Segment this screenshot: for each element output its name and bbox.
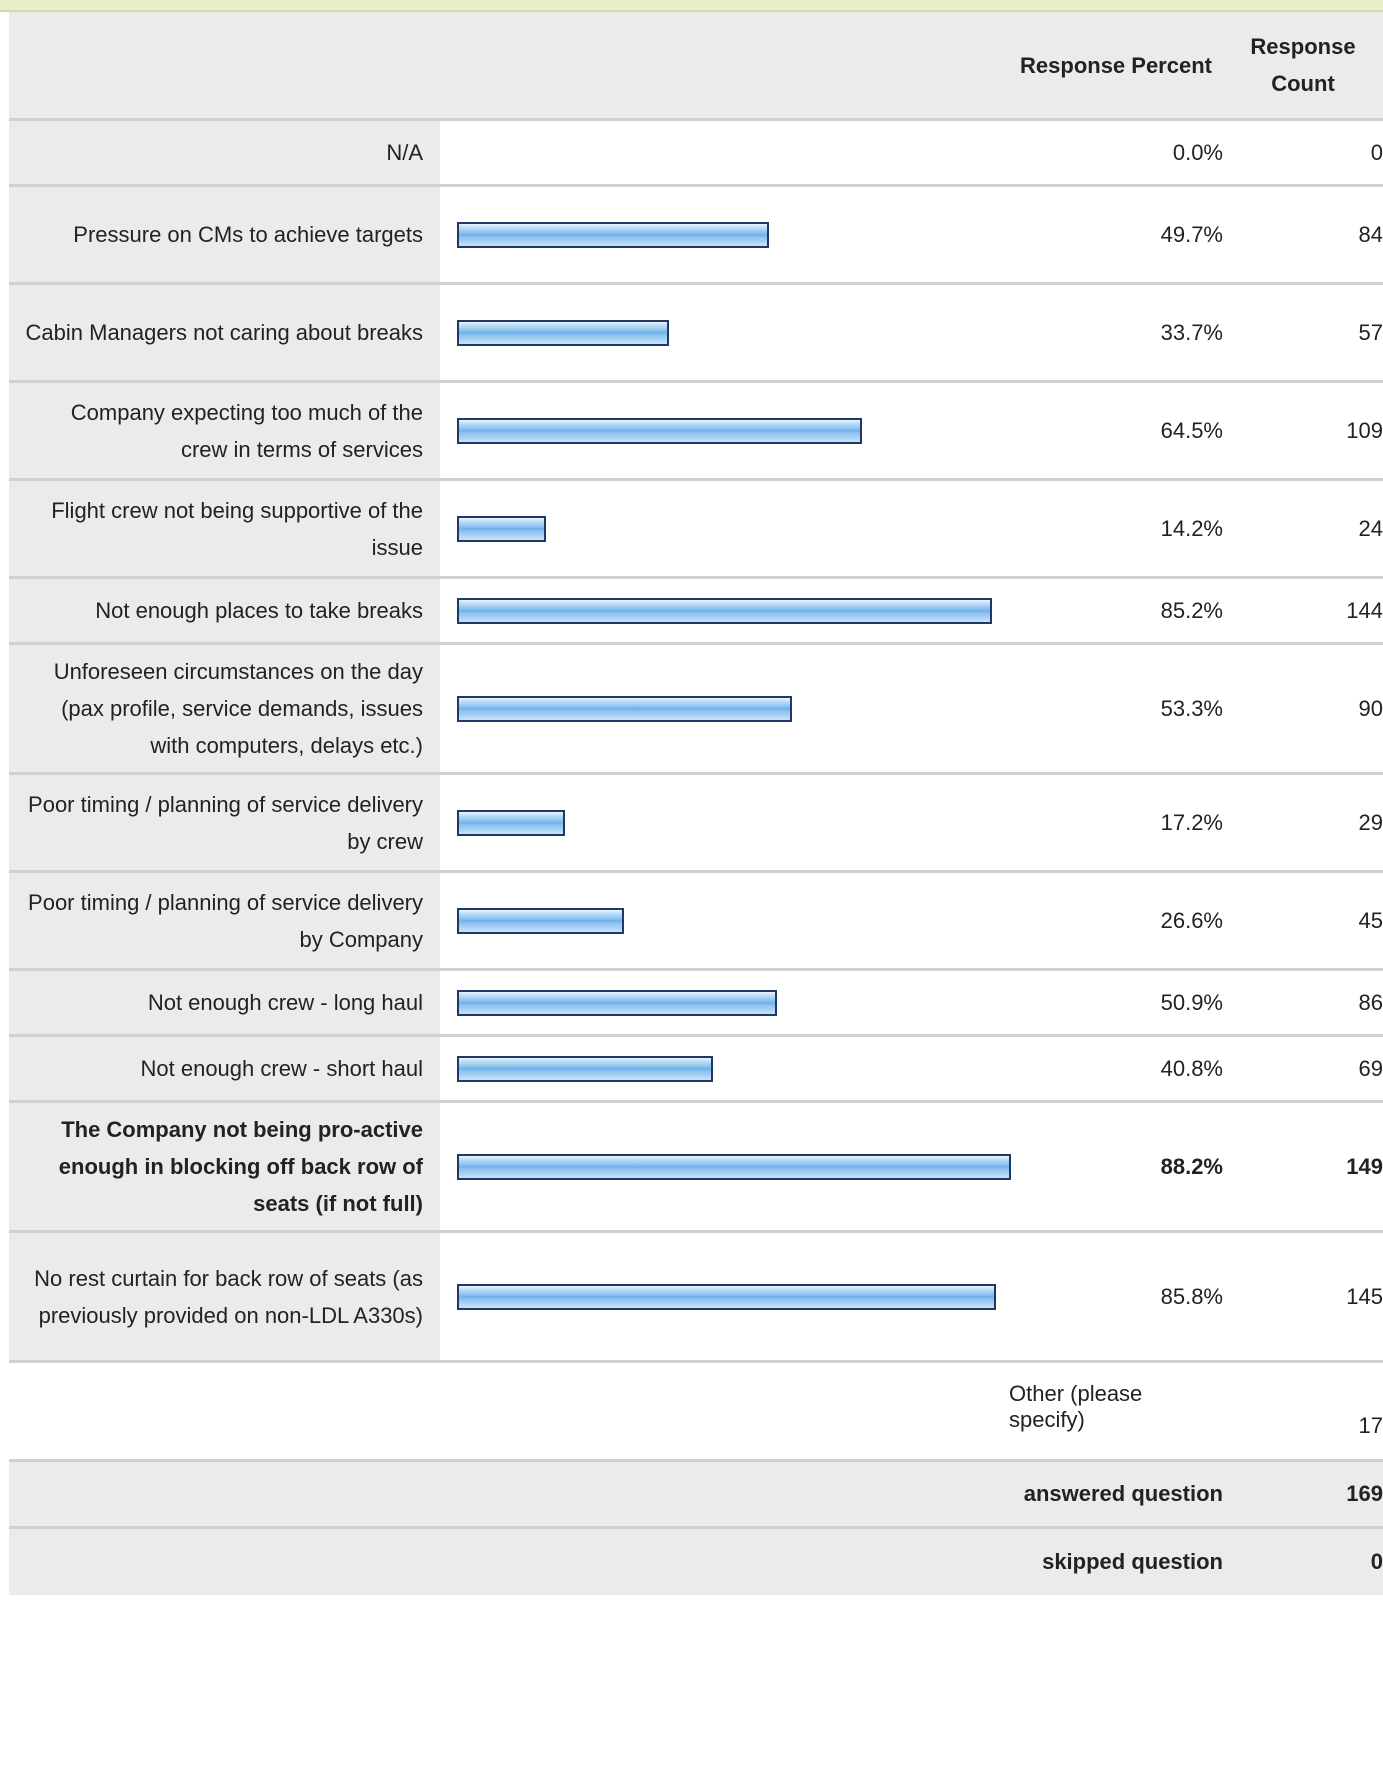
response-count-header: Response Count <box>1250 34 1356 96</box>
bar-track <box>440 1037 1240 1100</box>
bar-track <box>440 383 1240 478</box>
response-count: 69 <box>1358 1055 1383 1081</box>
answer-label: No rest curtain for back row of seats (a… <box>9 1233 440 1360</box>
answer-label: The Company not being pro-active enough … <box>9 1103 440 1230</box>
answer-label: Not enough places to take breaks <box>9 579 440 642</box>
other-count: 17 <box>1358 1413 1383 1438</box>
bar-track <box>440 481 1240 576</box>
bar-track <box>440 645 1240 772</box>
answer-label: Unforeseen circumstances on the day (pax… <box>9 645 440 772</box>
answer-row: Not enough crew - long haul 50.9% 86 <box>9 971 1383 1037</box>
response-count: 86 <box>1358 989 1383 1015</box>
bar-track <box>440 187 1240 282</box>
bar-track <box>440 579 1240 642</box>
response-bar <box>457 1283 996 1310</box>
response-bar <box>457 417 862 444</box>
answer-row: The Company not being pro-active enough … <box>9 1103 1383 1233</box>
answer-row: No rest curtain for back row of seats (a… <box>9 1233 1383 1363</box>
bar-track <box>440 1233 1240 1360</box>
answered-label: answered question <box>1023 1481 1223 1506</box>
response-percent: 88.2% <box>1160 1153 1223 1179</box>
response-percent: 17.2% <box>1160 809 1223 835</box>
response-percent: 53.3% <box>1160 695 1223 721</box>
answer-row: Poor timing / planning of service delive… <box>9 873 1383 971</box>
survey-results-table: Response Percent Response Count N/A 0.0% 0… <box>9 12 1383 1789</box>
answer-label: Poor timing / planning of service delive… <box>9 873 440 968</box>
response-bar <box>457 1153 1011 1180</box>
response-percent: 26.6% <box>1160 907 1223 933</box>
answer-label: Pressure on CMs to achieve targets <box>9 187 440 282</box>
answer-label: Flight crew not being supportive of the … <box>9 481 440 576</box>
response-count: 24 <box>1358 515 1383 541</box>
response-bar <box>457 319 669 346</box>
answered-row: answered question 169 <box>9 1462 1383 1529</box>
answer-row: Company expecting too much of the crew i… <box>9 383 1383 481</box>
answer-label: Not enough crew - short haul <box>9 1037 440 1100</box>
response-count: 145 <box>1346 1283 1383 1309</box>
response-percent-header: Response Percent <box>1020 52 1212 78</box>
answer-row: Flight crew not being supportive of the … <box>9 481 1383 579</box>
answer-row: Pressure on CMs to achieve targets 49.7% 8… <box>9 187 1383 285</box>
answered-count: 169 <box>1346 1481 1383 1506</box>
response-count: 29 <box>1358 809 1383 835</box>
answer-label: Poor timing / planning of service delive… <box>9 775 440 870</box>
response-percent: 40.8% <box>1160 1055 1223 1081</box>
answer-row: N/A 0.0% 0 <box>9 121 1383 187</box>
response-bar <box>457 907 624 934</box>
response-bar <box>457 515 546 542</box>
answer-row: Unforeseen circumstances on the day (pax… <box>9 645 1383 775</box>
response-count: 0 <box>1370 139 1383 165</box>
response-bar <box>457 809 565 836</box>
skipped-count: 0 <box>1370 1549 1383 1574</box>
answer-label: Company expecting too much of the crew i… <box>9 383 440 478</box>
answer-label: N/A <box>9 121 440 184</box>
response-bar <box>457 597 992 624</box>
answer-label: Cabin Managers not caring about breaks <box>9 285 440 380</box>
answer-row: Not enough crew - short haul 40.8% 69 <box>9 1037 1383 1103</box>
bar-track <box>440 971 1240 1034</box>
top-band <box>0 0 1383 12</box>
bar-track <box>440 775 1240 870</box>
response-bar <box>457 989 777 1016</box>
response-percent: 50.9% <box>1160 989 1223 1015</box>
response-count: 57 <box>1358 319 1383 345</box>
response-bar <box>457 695 792 722</box>
skipped-row: skipped question 0 <box>9 1529 1383 1595</box>
answer-label: Not enough crew - long haul <box>9 971 440 1034</box>
response-percent: 85.2% <box>1160 597 1223 623</box>
response-percent: 49.7% <box>1160 221 1223 247</box>
response-bar <box>457 221 769 248</box>
response-count: 109 <box>1346 417 1383 443</box>
answer-row: Cabin Managers not caring about breaks 33… <box>9 285 1383 383</box>
response-count: 45 <box>1358 907 1383 933</box>
response-percent: 85.8% <box>1160 1283 1223 1309</box>
bar-track <box>440 873 1240 968</box>
other-row: Other (please specify) 17 <box>9 1363 1383 1462</box>
bar-track <box>440 1103 1240 1230</box>
response-percent: 14.2% <box>1160 515 1223 541</box>
response-count: 149 <box>1346 1153 1383 1179</box>
answer-row: Not enough places to take breaks 85.2% 144 <box>9 579 1383 645</box>
answer-row: Poor timing / planning of service delive… <box>9 775 1383 873</box>
table-header: Response Percent Response Count <box>9 12 1383 121</box>
other-label: Other (please specify) <box>1009 1381 1143 1432</box>
response-percent: 33.7% <box>1160 319 1223 345</box>
response-count: 84 <box>1358 221 1383 247</box>
response-count: 90 <box>1358 695 1383 721</box>
response-bar <box>457 1055 713 1082</box>
response-count: 144 <box>1346 597 1383 623</box>
skipped-label: skipped question <box>1042 1549 1223 1574</box>
response-percent: 64.5% <box>1160 417 1223 443</box>
bar-track <box>440 285 1240 380</box>
response-percent: 0.0% <box>1172 139 1223 165</box>
